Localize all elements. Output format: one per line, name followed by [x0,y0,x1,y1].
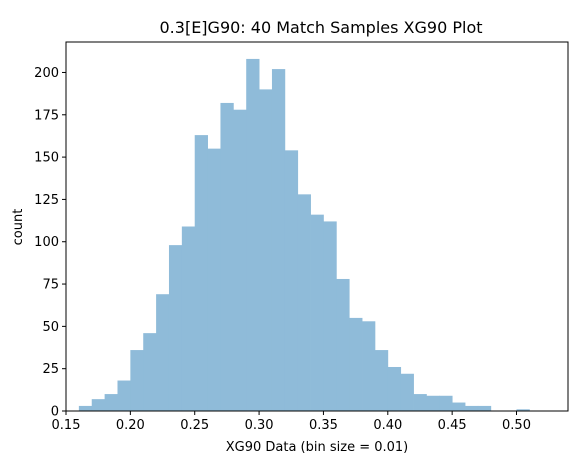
x-axis-ticks: 0.15 0.20 0.25 0.30 0.35 0.40 0.45 0.50 [52,411,531,433]
y-tick-label: 175 [34,108,59,123]
histogram-bar [477,405,492,411]
histogram-bar [104,394,118,411]
y-tick-label: 150 [34,151,59,166]
y-tick-label: 25 [42,362,59,377]
histogram-bar [233,109,247,412]
histogram-bar [181,226,196,411]
y-tick-label: 50 [42,320,59,335]
y-axis-label: count [11,209,26,246]
histogram-bar [78,405,93,411]
y-tick-label: 125 [34,193,59,208]
x-tick-label: 0.50 [502,418,531,433]
histogram-bar [516,409,530,411]
x-tick-label: 0.25 [180,418,209,433]
x-tick-label: 0.20 [116,418,145,433]
histogram-bar [323,221,337,411]
histogram-bar [271,69,286,411]
histogram-bar [259,89,273,411]
chart-title: 0.3[E]G90: 40 Match Samples XG90 Plot [160,18,483,37]
histogram-bar [143,333,157,411]
histogram-bar [117,380,131,411]
histogram-bar [91,399,106,411]
histogram-bar [362,321,376,411]
y-tick-label: 200 [34,66,59,81]
y-tick-label: 100 [34,235,59,250]
y-axis-ticks: 0 25 50 75 100 125 150 175 200 [34,66,66,420]
histogram-bar [156,294,170,411]
histogram-bar [207,148,221,411]
histogram-bar [168,245,183,411]
x-tick-label: 0.40 [373,418,402,433]
histogram-bar [297,194,311,411]
histogram-bar [336,278,350,411]
histogram-bar [400,373,414,411]
histogram-bar [387,366,402,411]
histogram-bars [78,58,530,412]
x-tick-label: 0.30 [245,418,274,433]
histogram-bar [426,395,440,411]
x-tick-label: 0.35 [309,418,338,433]
x-tick-label: 0.15 [52,418,81,433]
histogram-bar [374,350,389,411]
histogram-bar [220,102,234,411]
histogram-bar [465,405,479,411]
histogram-bar [349,317,363,411]
histogram-bar [130,350,144,411]
histogram-bar [246,58,260,412]
histogram-bar [284,150,299,411]
y-tick-label: 75 [42,278,59,293]
plot-frame [65,41,569,412]
histogram-bar [413,394,427,411]
x-axis-label: XG90 Data (bin size = 0.01) [226,440,409,455]
histogram-bar [310,214,324,411]
y-tick-label: 0 [51,405,59,420]
histogram-bar [194,135,208,411]
histogram-bar [439,395,453,411]
histogram-bar [452,402,466,411]
x-tick-label: 0.45 [438,418,467,433]
